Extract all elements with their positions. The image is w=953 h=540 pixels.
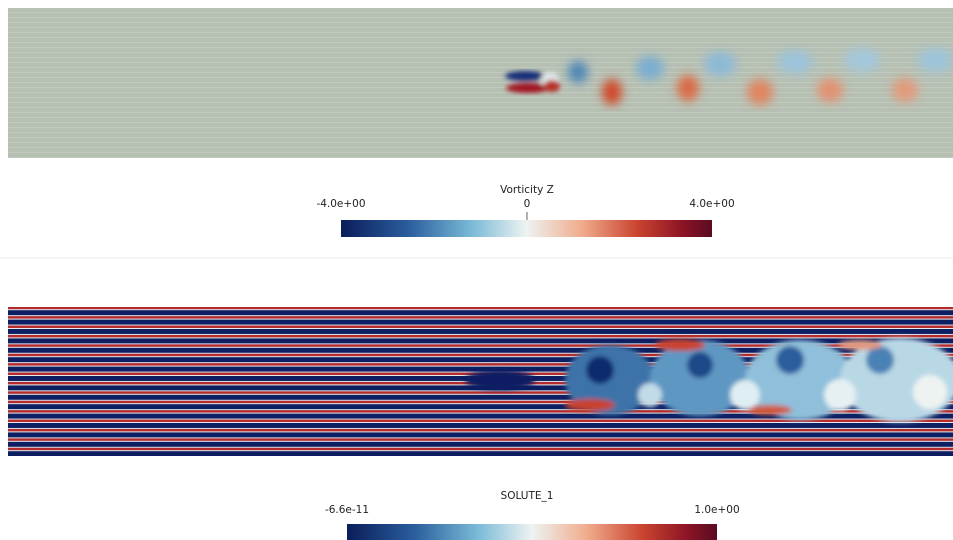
- colorbar-label: 0: [524, 198, 531, 210]
- colorbar-label: 4.0e+00: [689, 198, 734, 210]
- vorticity-field: [8, 8, 953, 158]
- colorbar-label: -6.6e-11: [325, 504, 369, 516]
- screenshot: Vorticity Z -4.0e+00 0 4.0e+00 SOL: [0, 0, 953, 540]
- colorbar-title: SOLUTE_1: [501, 490, 554, 502]
- solute-field: [8, 307, 953, 456]
- colorbar: [341, 220, 712, 237]
- colorbar-label: 1.0e+00: [694, 504, 739, 516]
- colorbar-label: -4.0e+00: [316, 198, 365, 210]
- viewport: Vorticity Z -4.0e+00 0 4.0e+00 SOL: [0, 0, 953, 540]
- colorbar: [347, 524, 717, 540]
- colorbar-title: Vorticity Z: [500, 184, 554, 196]
